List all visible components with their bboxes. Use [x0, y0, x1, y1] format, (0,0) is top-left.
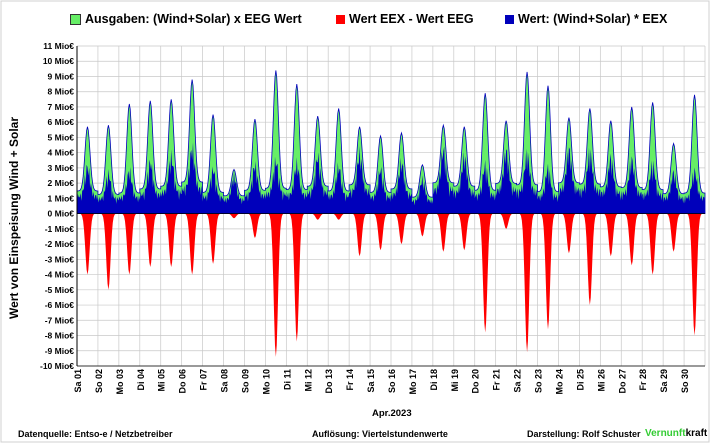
legend-red-label: Wert EEX - Wert EEG	[349, 12, 474, 26]
y-tick-label: -3 Mio€	[45, 254, 75, 264]
x-tick-label: Fr 21	[492, 369, 502, 391]
y-tick-label: -8 Mio€	[45, 331, 75, 341]
x-tick-label: Do 06	[178, 369, 188, 394]
x-tick-label: Mi 26	[596, 369, 606, 392]
x-tick-label: Do 27	[617, 369, 627, 394]
y-tick-label: -6 Mio€	[45, 300, 75, 310]
footer-author: Darstellung: Rolf Schuster	[527, 429, 641, 439]
y-tick-label: 7 Mio€	[48, 102, 75, 112]
y-axis-title-text: Wert von Einspeisung Wind + Solar	[7, 116, 21, 320]
legend-green-swatch	[70, 13, 81, 25]
y-tick-label: 6 Mio€	[48, 117, 75, 127]
legend-green-label: Ausgaben: (Wind+Solar) x EEG Wert	[85, 12, 302, 26]
footer-brand: Vernunftkraft	[645, 428, 707, 439]
x-tick-label: Fr 07	[199, 369, 209, 391]
y-tick-label: -1 Mio€	[45, 224, 75, 234]
y-tick-label: -10 Mio€	[40, 361, 74, 371]
x-tick-labels: Sa 01 So 02 Mo 03 Di 04 Mi 05 Do 06 Fr 07 Sa 08…	[73, 369, 690, 395]
x-tick-label: Sa 29	[659, 369, 669, 393]
y-tick-label: 0 Mio€	[48, 209, 75, 219]
x-tick-label: So 09	[241, 369, 251, 393]
x-tick-label: Di 04	[136, 369, 146, 391]
x-tick-label: So 23	[534, 369, 544, 393]
x-tick-label: Di 11	[282, 369, 292, 390]
data-areas	[76, 70, 706, 357]
y-tick-label: -4 Mio€	[45, 270, 75, 280]
y-tick-label: 2 Mio€	[48, 178, 75, 188]
y-tick-label: 11 Mio€	[43, 41, 74, 51]
brand-kraft: kraft	[685, 428, 708, 439]
x-tick-label: Di 25	[575, 369, 585, 391]
y-tick-label: 4 Mio€	[48, 148, 75, 158]
x-tick-label: So 30	[680, 369, 690, 393]
x-tick-label: Mo 03	[115, 369, 125, 395]
series-blue-area	[77, 142, 705, 214]
y-tick-labels: 11 Mio€ 10 Mio€ 9 Mio€ 8 Mio€ 7 Mio€ 6 Mio€ 5 …	[40, 41, 74, 371]
legend-blue-swatch	[505, 14, 514, 24]
y-tick-label: -2 Mio€	[45, 239, 75, 249]
x-tick-label: Mo 17	[408, 369, 418, 395]
x-tick-label: Di 18	[429, 369, 439, 391]
y-tick-label: 9 Mio€	[48, 71, 75, 81]
y-tick-label: 10 Mio€	[43, 56, 74, 66]
x-tick-label: Fr 14	[345, 369, 355, 391]
x-tick-label: Sa 01	[73, 369, 83, 393]
legend-green: Ausgaben: (Wind+Solar) x EEG Wert	[70, 12, 302, 26]
y-tick-label: -9 Mio€	[45, 346, 75, 356]
x-tick-label: So 16	[387, 369, 397, 393]
x-axis-title: Apr.2023	[372, 408, 412, 419]
x-tick-label: Fr 28	[638, 369, 648, 391]
y-tick-label: 3 Mio€	[48, 163, 75, 173]
x-tick-label: So 02	[94, 369, 104, 393]
y-tick-label: 1 Mio€	[48, 193, 75, 203]
legend-red-swatch	[336, 14, 345, 24]
legend-blue-label: Wert: (Wind+Solar) * EEX	[518, 12, 668, 26]
brand-vernunft: Vernunft	[645, 428, 686, 439]
y-tick-label: -7 Mio€	[45, 315, 75, 325]
footer-source: Datenquelle: Entso-e / Netzbetreiber	[18, 429, 173, 439]
x-tick-label: Do 20	[471, 369, 481, 394]
x-tick-label: Mi 12	[303, 369, 313, 392]
x-tick-label: Sa 22	[513, 369, 523, 393]
legend-red: Wert EEX - Wert EEG	[336, 12, 474, 26]
x-tick-label: Mo 10	[261, 369, 271, 395]
footer-resolution: Auflösung: Viertelstundenwerte	[312, 429, 448, 439]
x-tick-label: Mi 19	[450, 369, 460, 392]
axes	[76, 46, 705, 367]
x-tick-label: Mi 05	[157, 369, 167, 392]
y-tick-label: -5 Mio€	[45, 285, 75, 295]
y-tick-label: 8 Mio€	[48, 87, 75, 97]
x-tick-label: Sa 15	[366, 369, 376, 393]
x-tick-label: Mo 24	[555, 369, 565, 395]
x-tick-label: Do 13	[324, 369, 334, 394]
series-red-area	[77, 213, 705, 357]
x-tick-label: Sa 08	[220, 369, 230, 393]
y-tick-label: 5 Mio€	[48, 132, 75, 142]
legend-blue: Wert: (Wind+Solar) * EEX	[505, 12, 667, 26]
